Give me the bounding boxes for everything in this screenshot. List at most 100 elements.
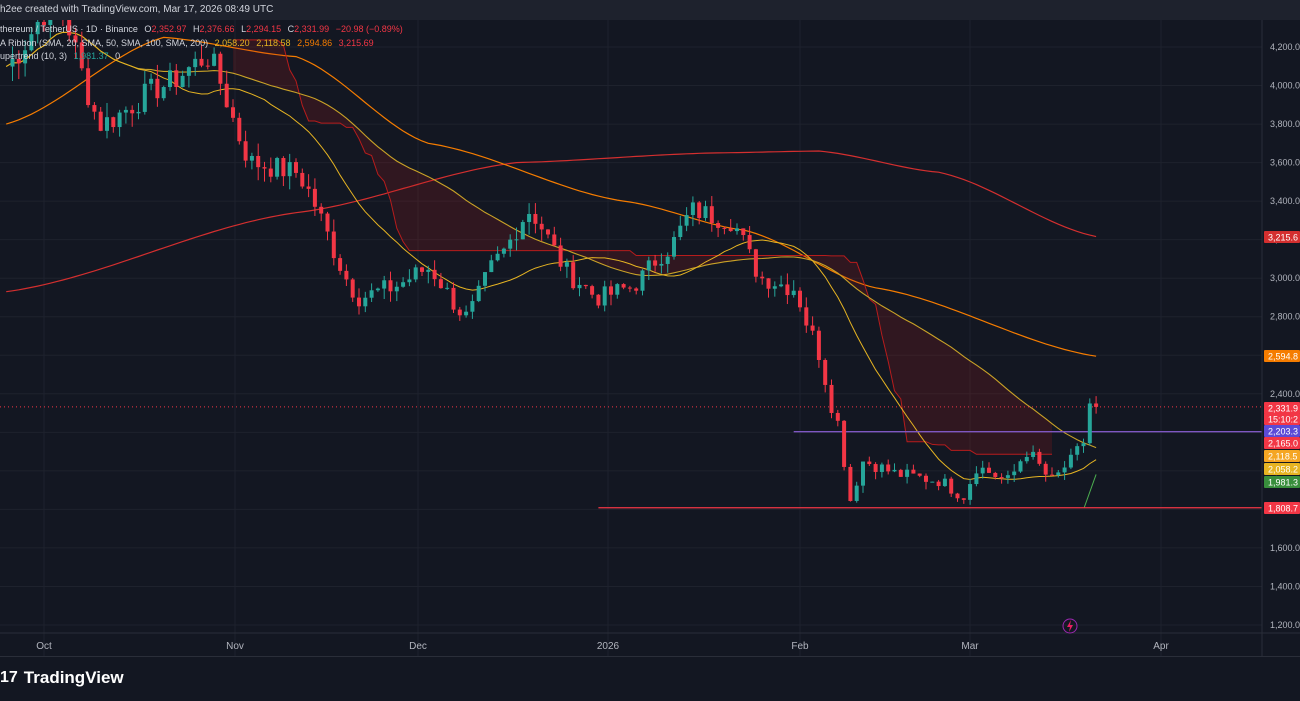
legend-high-value: 2,376.66 xyxy=(199,24,235,34)
price-tick-label: 3,600.00 xyxy=(1270,158,1300,168)
candle-body xyxy=(35,21,40,35)
candle-body xyxy=(123,109,128,113)
candle-body xyxy=(193,58,198,68)
candle-body xyxy=(48,20,53,25)
candle-body xyxy=(508,239,513,249)
candle-body xyxy=(766,278,771,289)
candle-body xyxy=(621,284,626,288)
candle-body xyxy=(174,70,179,88)
candle-body xyxy=(73,35,78,43)
candle-body xyxy=(401,282,406,287)
candle-body xyxy=(432,269,437,280)
candle-body xyxy=(892,469,897,472)
candle-body xyxy=(861,461,865,486)
candle-body xyxy=(231,107,235,118)
candle-body xyxy=(753,249,758,277)
candle-body xyxy=(798,290,802,308)
candle-body xyxy=(558,245,563,267)
price-tick-label: 2,400.00 xyxy=(1270,389,1300,399)
candle-body xyxy=(268,168,273,177)
candle-body xyxy=(653,260,658,266)
legend-supertrend-value: 1,981.37 xyxy=(73,51,109,61)
sma-100-line xyxy=(6,36,1097,357)
time-tick-label: Dec xyxy=(409,641,427,652)
time-axis[interactable]: Oct Nov Dec 2026 Feb Mar Apr xyxy=(0,20,1300,656)
price-label-text: 2,203.3 xyxy=(1268,427,1298,437)
candle-body xyxy=(42,21,46,25)
candle-body xyxy=(816,330,821,361)
candle-body xyxy=(854,485,859,501)
candle-body xyxy=(111,117,116,128)
candle-body xyxy=(779,284,784,287)
legend-sma50-value: 2,118.58 xyxy=(256,38,291,48)
legend-symbol: thereum / TetherUS · 1D · Binance xyxy=(0,24,138,34)
legend-close-value: 2,331.99 xyxy=(294,24,330,34)
lightning-icon-ring xyxy=(1062,618,1078,634)
candle-body xyxy=(672,237,676,257)
sma-20-line xyxy=(5,31,1097,481)
candle-body xyxy=(804,307,809,326)
candle-body xyxy=(936,481,941,487)
legend-high-label: H xyxy=(193,24,200,34)
legend-low-label: L xyxy=(241,24,247,34)
tradingview-logo[interactable]: 17 TradingView xyxy=(0,668,124,687)
candle-body xyxy=(426,269,431,272)
candle-body xyxy=(407,279,412,283)
candle-body xyxy=(546,229,550,235)
price-axis[interactable]: 4,200.00 4,000.00 3,800.00 3,600.00 3,400.00… xyxy=(1270,42,1300,630)
price-chart[interactable]: 4,200.00 4,000.00 3,800.00 3,600.00 3,400.00… xyxy=(0,20,1300,656)
candle-body xyxy=(886,464,891,472)
time-tick-label: Mar xyxy=(961,641,979,652)
candle-body xyxy=(92,105,97,112)
legend-change: −20.98 (−0.89%) xyxy=(335,24,403,34)
candle-body xyxy=(338,258,343,271)
candle-body xyxy=(596,294,601,306)
lightning-icon-bolt xyxy=(1067,620,1073,632)
candle-body xyxy=(394,286,399,292)
candle-body xyxy=(1094,403,1099,407)
candle-body xyxy=(791,290,796,296)
candle-body xyxy=(716,223,721,228)
candle-body xyxy=(924,475,928,482)
legend-row-ribbon: A Ribbon (SMA, 20, SMA, 50, SMA, 100, SM… xyxy=(0,38,378,48)
candle-body xyxy=(357,297,361,307)
lightning-icon[interactable] xyxy=(1062,618,1078,634)
candle-body xyxy=(646,260,651,271)
legend-supertrend-suffix: 0 xyxy=(115,51,121,61)
candle-body xyxy=(634,288,639,291)
candle-body xyxy=(690,202,695,216)
candle-body xyxy=(142,83,147,112)
candle-body xyxy=(237,117,242,142)
candle-body xyxy=(1031,451,1036,457)
candle-body xyxy=(722,227,727,229)
candle-body xyxy=(1012,471,1017,476)
price-tick-label: 3,400.00 xyxy=(1270,196,1300,206)
price-tick-label: 4,000.00 xyxy=(1270,81,1300,91)
price-label-text: 2,331.9 xyxy=(1268,404,1298,414)
candle-body xyxy=(29,34,34,51)
candle-body xyxy=(583,284,588,287)
legend-sma200-value: 3,215.69 xyxy=(338,38,374,48)
legend-low-value: 2,294.15 xyxy=(246,24,282,34)
sma-200-line xyxy=(6,150,1097,293)
candle-body xyxy=(451,287,456,310)
price-label-text: 2,165.0 xyxy=(1268,439,1298,449)
candle-body xyxy=(205,65,210,67)
price-label-text: 2,594.8 xyxy=(1268,352,1298,362)
candle-body xyxy=(1081,443,1086,447)
candle-body xyxy=(1075,446,1080,455)
price-tick-label: 1,600.00 xyxy=(1270,543,1300,553)
candle-body xyxy=(325,213,330,232)
candle-body xyxy=(678,225,683,238)
candle-body xyxy=(697,202,702,219)
candle-body xyxy=(905,469,910,477)
candle-body xyxy=(470,301,475,312)
candle-body xyxy=(98,111,103,131)
candle-body xyxy=(999,477,1004,479)
footer-bar xyxy=(0,656,1300,701)
candle-body xyxy=(476,285,481,302)
candle-body xyxy=(709,206,714,224)
legend-row-supertrend: upertrend (10, 3) 1,981.37 0 xyxy=(0,51,124,61)
candle-body xyxy=(993,472,998,478)
candle-body xyxy=(382,280,387,289)
